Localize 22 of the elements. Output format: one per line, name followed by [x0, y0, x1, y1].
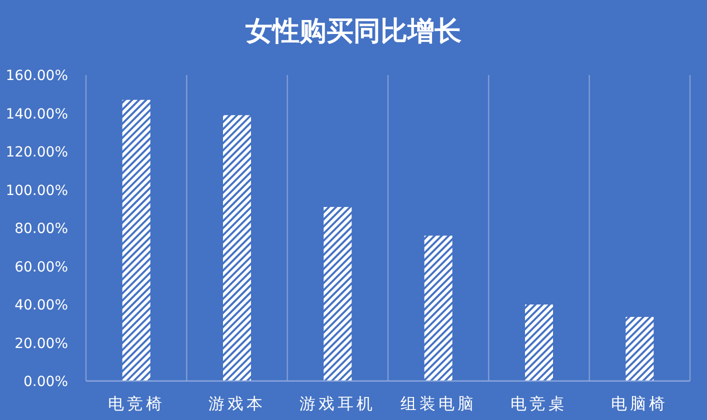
y-tick-label: 100.00% — [6, 182, 68, 199]
y-tick-label: 20.00% — [14, 336, 68, 352]
y-tick-label: 60.00% — [14, 259, 68, 276]
bar — [324, 206, 352, 381]
y-tick-label: 140.00% — [6, 106, 68, 122]
bar — [525, 304, 553, 381]
bar — [122, 100, 150, 381]
y-tick-label: 40.00% — [14, 298, 68, 314]
y-tick-label: 0.00% — [24, 374, 68, 390]
y-tick-label: 160.00% — [6, 68, 68, 84]
x-tick-label: 电竞椅 — [108, 394, 165, 413]
x-tick-label: 游戏耳机 — [300, 394, 376, 413]
bar — [223, 115, 251, 381]
y-tick-label: 120.00% — [6, 144, 68, 160]
x-tick-label: 组装电脑 — [400, 394, 476, 413]
x-tick-label: 电脑椅 — [611, 394, 668, 413]
x-tick-label: 游戏本 — [208, 394, 266, 413]
y-tick-label: 80.00% — [14, 221, 68, 237]
bar — [626, 316, 654, 381]
x-tick-label: 电竞桌 — [510, 394, 568, 413]
chart-title: 女性购买同比增长 — [244, 16, 462, 47]
bar — [424, 236, 452, 381]
